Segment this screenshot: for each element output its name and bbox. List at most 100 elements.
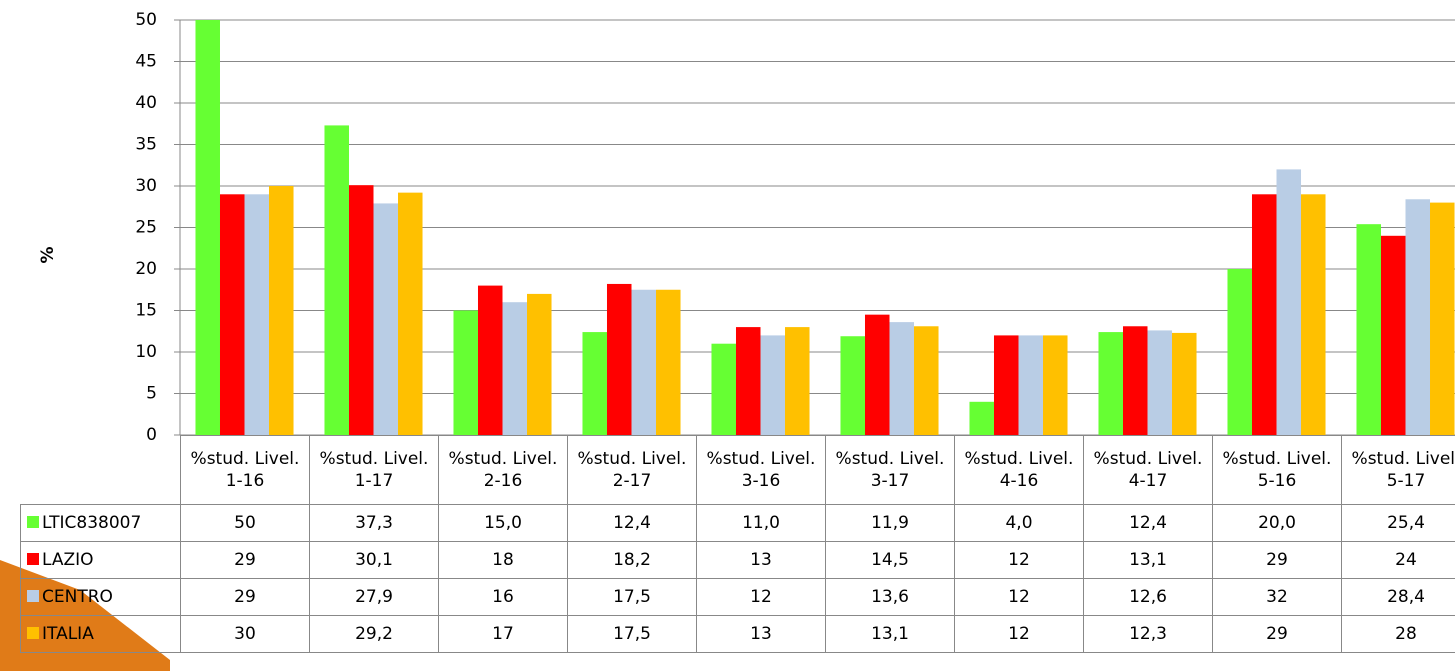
bar <box>656 290 681 435</box>
bar <box>503 302 528 435</box>
category-label: %stud. Livel. 1-17 <box>310 436 439 505</box>
bar <box>736 327 761 435</box>
category-label: %stud. Livel. 4-17 <box>1084 436 1213 505</box>
data-table: %stud. Livel. 1-16%stud. Livel. 1-17%stu… <box>20 435 1455 653</box>
y-axis-label: % <box>38 246 58 263</box>
value-cell: 24 <box>1342 542 1455 579</box>
bar <box>220 194 245 435</box>
value-cell: 29 <box>181 542 310 579</box>
bar <box>890 322 915 435</box>
bar <box>761 335 786 435</box>
value-cell: 18 <box>439 542 568 579</box>
value-cell: 37,3 <box>310 505 439 542</box>
bar <box>527 294 552 435</box>
value-cell: 18,2 <box>568 542 697 579</box>
bar <box>1148 330 1173 435</box>
y-tick-label: 10 <box>135 342 157 362</box>
bar <box>1406 199 1431 435</box>
y-tick-label: 5 <box>146 384 157 404</box>
value-cell: 27,9 <box>310 579 439 616</box>
bar <box>994 335 1019 435</box>
series-row: CENTRO2927,91617,51213,61212,63228,4 <box>21 579 1455 616</box>
value-cell: 50 <box>181 505 310 542</box>
legend-key <box>27 627 39 639</box>
y-tick-label: 30 <box>135 176 157 196</box>
header-row: %stud. Livel. 1-16%stud. Livel. 1-17%stu… <box>21 436 1455 505</box>
value-cell: 28 <box>1342 616 1455 653</box>
bar <box>1227 269 1252 435</box>
bar <box>1252 194 1277 435</box>
value-cell: 12,6 <box>1084 579 1213 616</box>
bar <box>1019 335 1044 435</box>
y-tick-label: 50 <box>135 10 157 30</box>
bar <box>269 186 294 435</box>
value-cell: 13,1 <box>826 616 955 653</box>
value-cell: 17,5 <box>568 616 697 653</box>
legend-cell: CENTRO <box>21 579 181 616</box>
value-cell: 30 <box>181 616 310 653</box>
bar <box>1301 194 1326 435</box>
value-cell: 15,0 <box>439 505 568 542</box>
value-cell: 12 <box>955 579 1084 616</box>
bar <box>582 332 607 435</box>
bar <box>1043 335 1068 435</box>
category-label: %stud. Livel. 2-16 <box>439 436 568 505</box>
bar <box>711 344 736 435</box>
bar <box>969 402 994 435</box>
bar <box>1430 203 1455 435</box>
page: % 05101520253035404550 %stud. Livel. 1-1… <box>0 0 1455 671</box>
value-cell: 32 <box>1213 579 1342 616</box>
value-cell: 13 <box>697 616 826 653</box>
bar <box>1172 333 1197 435</box>
category-label: %stud. Livel. 5-17 <box>1342 436 1455 505</box>
bar <box>478 286 503 435</box>
value-cell: 12,4 <box>568 505 697 542</box>
legend-label: LAZIO <box>42 550 94 570</box>
value-cell: 11,9 <box>826 505 955 542</box>
legend-label: CENTRO <box>42 587 113 607</box>
value-cell: 12,3 <box>1084 616 1213 653</box>
bar <box>785 327 810 435</box>
bar <box>865 315 890 435</box>
category-label: %stud. Livel. 2-17 <box>568 436 697 505</box>
value-cell: 29 <box>1213 542 1342 579</box>
bar <box>349 185 374 435</box>
category-label: %stud. Livel. 1-16 <box>181 436 310 505</box>
y-tick-label: 25 <box>135 218 157 238</box>
legend-key <box>27 516 39 528</box>
y-tick-label: 40 <box>135 93 157 113</box>
value-cell: 17,5 <box>568 579 697 616</box>
series-row: LAZIO2930,11818,21314,51213,12924 <box>21 542 1455 579</box>
legend-label: ITALIA <box>42 624 94 644</box>
bar <box>374 203 399 435</box>
value-cell: 20,0 <box>1213 505 1342 542</box>
category-label: %stud. Livel. 4-16 <box>955 436 1084 505</box>
legend-cell: ITALIA <box>21 616 181 653</box>
bar <box>1381 236 1406 435</box>
value-cell: 13,6 <box>826 579 955 616</box>
corner-cell <box>21 436 181 505</box>
y-tick-label: 20 <box>135 259 157 279</box>
value-cell: 29 <box>181 579 310 616</box>
bar <box>195 20 220 435</box>
value-cell: 12 <box>955 542 1084 579</box>
bar <box>1123 326 1148 435</box>
bar <box>1098 332 1123 435</box>
bar <box>1277 169 1302 435</box>
y-tick-label: 35 <box>135 135 157 155</box>
value-cell: 25,4 <box>1342 505 1455 542</box>
legend-label: LTIC838007 <box>42 513 141 533</box>
value-cell: 16 <box>439 579 568 616</box>
bar <box>632 290 657 435</box>
value-cell: 12 <box>697 579 826 616</box>
value-cell: 11,0 <box>697 505 826 542</box>
bar <box>607 284 632 435</box>
value-cell: 13 <box>697 542 826 579</box>
value-cell: 14,5 <box>826 542 955 579</box>
category-label: %stud. Livel. 3-16 <box>697 436 826 505</box>
category-label: %stud. Livel. 3-17 <box>826 436 955 505</box>
bar <box>1356 224 1381 435</box>
value-cell: 12 <box>955 616 1084 653</box>
bar <box>840 336 865 435</box>
